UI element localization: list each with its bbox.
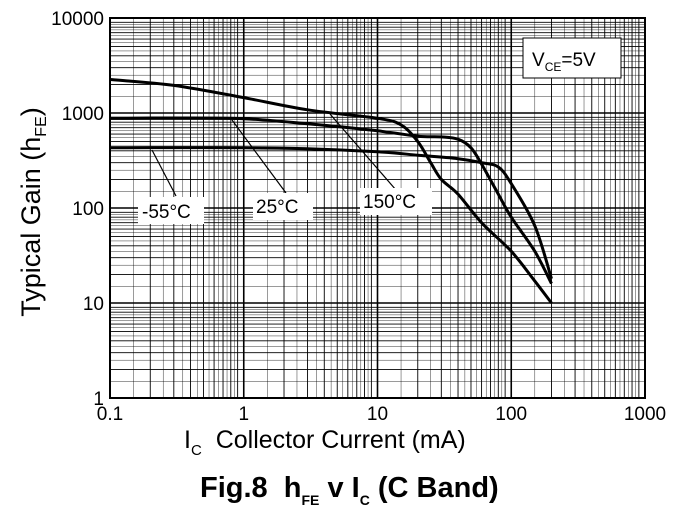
x-tick-label: 1000: [624, 404, 666, 425]
series-label-25: 25°C: [256, 197, 298, 218]
vce-annotation-sub: CE: [545, 60, 562, 74]
series-line-0: [109, 146, 553, 280]
y-tick-label: 100: [72, 199, 104, 220]
plot-frame: [109, 17, 646, 399]
vce-annotation-tail: =5V: [561, 50, 596, 71]
vce-annotation-main: V: [532, 50, 545, 71]
label-bg-minus55: [138, 197, 204, 224]
x-axis-label: IC Collector Current (mA): [184, 426, 466, 459]
series-label-minus55: -55°C: [142, 202, 191, 223]
svg-text:VCE=5V: VCE=5V: [532, 50, 596, 74]
curve-labels: -55°C 25°C 150°C: [138, 113, 432, 224]
series-label-150: 150°C: [363, 192, 416, 213]
y-tick-label: 10: [83, 294, 104, 315]
label-bg-150: [360, 188, 432, 215]
y-tick-label: 10000: [51, 9, 104, 30]
x-tick-labels: 0.1 1 10 100 1000: [97, 404, 666, 425]
figure-caption: Fig.8 hFE v IC (C Band): [200, 472, 499, 508]
vce-annotation: VCE=5V: [522, 37, 622, 79]
y-tick-labels: 1 10 100 1000 10000: [51, 9, 104, 410]
series-line-2: [109, 78, 553, 304]
y-axis-label: Typical Gain (hFE): [16, 107, 50, 317]
x-tick-label: 100: [495, 404, 527, 425]
leader-line-minus55: [151, 149, 177, 197]
curves: [109, 78, 553, 304]
x-tick-label: 0.1: [97, 404, 123, 425]
vce-annotation-box: [522, 37, 622, 79]
leader-line-25: [231, 119, 287, 194]
label-bg-25: [253, 193, 313, 220]
x-tick-label: 10: [367, 404, 388, 425]
series-line-1: [109, 116, 553, 285]
leader-line-150: [329, 113, 397, 191]
x-tick-label: 1: [238, 404, 249, 425]
y-tick-label: 1: [93, 389, 104, 410]
y-tick-label: 1000: [62, 104, 104, 125]
